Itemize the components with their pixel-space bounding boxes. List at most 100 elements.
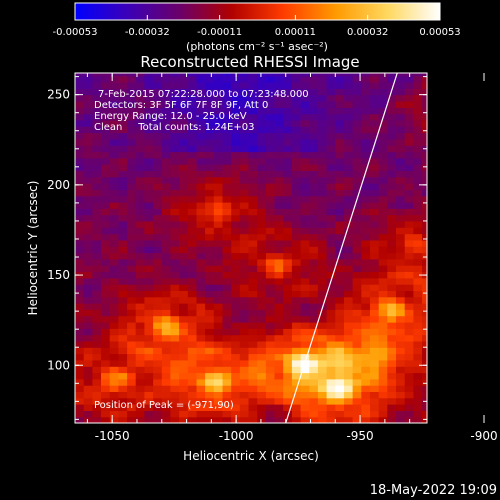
heatmap-cell — [83, 138, 93, 146]
heatmap-cell — [309, 416, 319, 423]
heatmap-cell — [370, 170, 380, 178]
heatmap-cell — [231, 258, 241, 266]
heatmap-cell — [83, 94, 93, 102]
heatmap-cell — [378, 385, 388, 392]
heatmap-cell — [300, 265, 310, 272]
heatmap-cell — [239, 347, 250, 355]
heatmap-cell — [135, 107, 145, 115]
heatmap-cell — [257, 88, 267, 96]
heatmap-cell — [283, 347, 293, 355]
heatmap-cell — [396, 252, 406, 260]
heatmap-cell — [317, 271, 328, 279]
heatmap-cell — [361, 239, 371, 247]
heatmap-cell — [422, 366, 427, 374]
heatmap-cell — [109, 227, 119, 235]
heatmap-cell — [231, 195, 241, 203]
heatmap-cell — [317, 277, 328, 285]
heatmap-cell — [109, 208, 119, 216]
heatmap-cell — [283, 391, 293, 399]
heatmap-cell — [387, 265, 397, 272]
heatmap-cell — [274, 113, 284, 121]
heatmap-cell — [127, 94, 137, 102]
heatmap-cell — [317, 164, 328, 171]
heatmap-cell — [257, 126, 267, 134]
heatmap-cell — [274, 246, 284, 254]
heatmap-cell — [413, 220, 423, 228]
heatmap-cell — [291, 145, 302, 153]
heatmap-cell — [135, 416, 145, 423]
heatmap-cell — [101, 157, 111, 165]
heatmap-cell — [422, 164, 427, 171]
heatmap-cell — [361, 391, 371, 399]
heatmap-cell — [283, 322, 293, 329]
heatmap-cell — [170, 410, 180, 418]
heatmap-cell — [231, 353, 241, 361]
heatmap-cell — [101, 73, 111, 77]
heatmap-cell — [396, 132, 406, 140]
heatmap-cell — [422, 176, 427, 184]
heatmap-cell — [274, 391, 284, 399]
heatmap-cell — [109, 138, 119, 146]
heatmap-cell — [92, 378, 102, 386]
heatmap-cell — [161, 385, 172, 392]
heatmap-cell — [413, 73, 423, 77]
heatmap-cell — [317, 119, 328, 127]
heatmap-cell — [387, 75, 397, 83]
heatmap-cell — [161, 82, 172, 89]
heatmap-cell — [127, 119, 137, 127]
heatmap-cell — [118, 391, 128, 399]
heatmap-cell — [283, 258, 293, 266]
heatmap-cell — [404, 353, 414, 361]
heatmap-cell — [370, 75, 380, 83]
heatmap-cell — [291, 119, 302, 127]
heatmap-cell — [300, 170, 310, 178]
heatmap-cell — [187, 322, 198, 329]
heatmap-cell — [265, 202, 276, 209]
heatmap-cell — [213, 303, 224, 310]
heatmap-cell — [144, 220, 154, 228]
heatmap-cell — [326, 183, 336, 190]
heatmap-cell — [370, 227, 380, 235]
heatmap-cell — [222, 88, 232, 96]
heatmap-cell — [326, 157, 336, 165]
heatmap-cell — [396, 195, 406, 203]
heatmap-cell — [317, 189, 328, 197]
heatmap-cell — [257, 214, 267, 222]
heatmap-cell — [387, 315, 397, 323]
heatmap-cell — [378, 296, 388, 304]
heatmap-cell — [300, 315, 310, 323]
heatmap-cell — [170, 233, 180, 241]
heatmap-cell — [161, 366, 172, 374]
heatmap-cell — [370, 126, 380, 134]
heatmap-cell — [370, 277, 380, 285]
heatmap-cell — [326, 334, 336, 342]
heatmap-cell — [118, 82, 128, 89]
heatmap-cell — [378, 303, 388, 310]
heatmap-cell — [196, 82, 206, 89]
heatmap-cell — [205, 290, 215, 298]
heatmap-cell — [335, 227, 345, 235]
heatmap-cell — [422, 252, 427, 260]
heatmap-cell — [248, 170, 258, 178]
heatmap-cell — [222, 119, 232, 127]
heatmap-cell — [309, 227, 319, 235]
heatmap-cell — [153, 296, 163, 304]
heatmap-cell — [413, 258, 423, 266]
heatmap-cell — [213, 334, 224, 342]
heatmap-cell — [291, 258, 302, 266]
heatmap-cell — [309, 252, 319, 260]
heatmap-cell — [101, 340, 111, 348]
heatmap-cell — [222, 359, 232, 367]
heatmap-cell — [422, 119, 427, 127]
heatmap-cell — [396, 296, 406, 304]
heatmap-cell — [300, 239, 310, 247]
heatmap-cell — [187, 101, 198, 108]
heatmap-cell — [274, 164, 284, 171]
heatmap-cell — [187, 258, 198, 266]
heatmap-cell — [326, 75, 336, 83]
heatmap-cell — [257, 239, 267, 247]
heatmap-cell — [231, 366, 241, 374]
heatmap-cell — [248, 107, 258, 115]
heatmap-cell — [153, 145, 163, 153]
heatmap-cell — [422, 277, 427, 285]
